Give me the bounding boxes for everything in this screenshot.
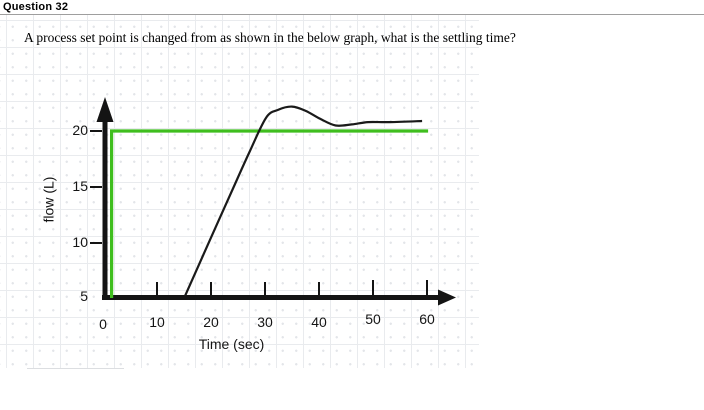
x-axis-title: Time (sec) [198,336,265,352]
canvas-bottom-line [27,368,124,369]
y-tick-label: 5 [80,288,88,304]
x-tick-label: 0 [99,316,107,332]
y-axis-title: flow (L) [40,176,57,223]
x-tick-label: 40 [311,314,327,330]
y-tick-label: 10 [72,234,88,250]
y-tick-label: 15 [72,178,88,194]
question-number: Question 32 [3,1,69,13]
question-text: A process set point is changed from as s… [24,30,516,45]
y-tick-label: 20 [72,122,88,138]
x-tick-label: 20 [203,314,219,330]
x-tick-label: 50 [365,311,381,327]
x-tick-label: 60 [419,311,435,327]
x-tick-label: 30 [257,314,273,330]
question-header: Question 32 [0,0,704,15]
x-tick-label: 10 [149,314,165,330]
